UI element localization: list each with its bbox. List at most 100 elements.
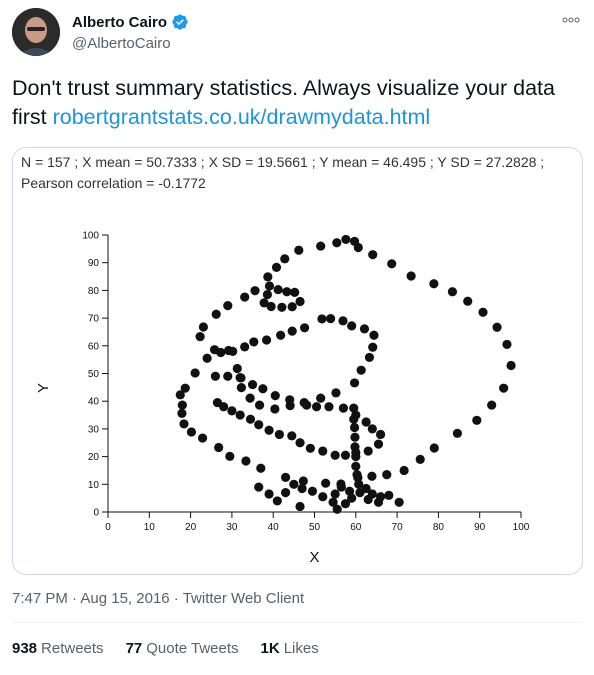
meta-separator-1: · [67, 590, 81, 607]
x-tick-label: 70 [392, 522, 404, 533]
data-point [349, 378, 360, 388]
data-point [256, 463, 266, 473]
data-point [179, 419, 189, 429]
tweet-link[interactable]: robertgrantstats.co.uk/drawmydata.html [52, 105, 431, 129]
data-point [228, 346, 238, 356]
likes-count[interactable]: 1K Likes [261, 640, 319, 657]
data-point [214, 442, 224, 453]
scatter-plot: 0 10 20 30 40 50 60 70 80 90 100 0 10 20 30 40 50 60 70 80 9… [35, 231, 530, 567]
engagement-counts: 938 Retweets 77 Quote Tweets 1K Likes [12, 640, 319, 657]
tweet-client: Twitter Web Client [182, 590, 305, 607]
data-point [198, 322, 209, 332]
data-point [211, 309, 221, 319]
data-point [349, 236, 360, 246]
plot-axes: 0 10 20 30 40 50 60 70 80 90 100 0 10 20 30 40 50 60 70 80 9… [82, 231, 529, 534]
y-tick-label: 100 [82, 231, 99, 242]
quote-tweets-count[interactable]: 77 Quote Tweets [126, 640, 239, 657]
x-tick-label: 40 [268, 522, 280, 533]
tweet-text: Don't trust summary statistics. Always v… [12, 74, 582, 132]
data-point [429, 443, 439, 453]
data-point [394, 497, 404, 507]
data-point [186, 427, 197, 437]
x-tick-label: 50 [309, 522, 321, 533]
data-point [299, 323, 310, 333]
data-point [180, 383, 190, 393]
data-point [429, 279, 439, 289]
data-point [270, 391, 280, 401]
y-tick-label: 50 [88, 369, 100, 380]
data-point [212, 397, 223, 408]
data-point [328, 497, 338, 507]
data-point [289, 479, 299, 489]
data-point [340, 450, 351, 460]
data-point [375, 492, 386, 502]
data-point [177, 400, 187, 410]
data-point [384, 490, 394, 500]
data-point [352, 470, 362, 480]
x-tick-label: 30 [226, 522, 238, 533]
author-name-row[interactable]: Alberto Cairo [72, 13, 189, 31]
verified-badge-icon [172, 14, 188, 30]
avatar[interactable] [12, 8, 60, 56]
data-point [271, 262, 282, 273]
author-name[interactable]: Alberto Cairo [72, 13, 168, 31]
data-point [294, 245, 304, 255]
data-point [311, 402, 322, 412]
meta-separator-2: · [169, 590, 183, 607]
data-point [332, 504, 342, 514]
data-point [195, 332, 205, 342]
data-point [295, 296, 305, 307]
x-tick-label: 100 [513, 522, 530, 533]
data-point [330, 489, 340, 499]
data-point [295, 501, 305, 512]
data-point [247, 379, 258, 390]
y-tick-label: 80 [88, 286, 100, 297]
retweets-number: 938 [12, 640, 38, 657]
more-icon[interactable] [562, 12, 580, 26]
data-point [272, 496, 282, 506]
author-handle[interactable]: @AlbertoCairo [72, 35, 171, 52]
data-point [254, 420, 264, 430]
plot-points [175, 234, 516, 514]
data-point [361, 417, 371, 427]
summary-statistics: N = 157 ; X mean = 50.7333 ; X SD = 19.5… [21, 152, 581, 194]
timestamp-date[interactable]: Aug 15, 2016 [80, 590, 170, 607]
data-point [232, 363, 242, 374]
data-point [287, 302, 297, 312]
data-point [349, 422, 360, 433]
data-point [287, 326, 297, 336]
data-point [347, 493, 357, 503]
data-point [216, 347, 226, 358]
data-point [463, 296, 473, 306]
data-point [361, 483, 371, 494]
data-point [338, 316, 348, 326]
x-tick-label: 90 [474, 522, 486, 533]
data-point [264, 281, 275, 291]
data-point [280, 488, 291, 498]
media-card[interactable]: N = 157 ; X mean = 50.7333 ; X SD = 19.5… [12, 147, 583, 575]
y-tick-label: 10 [88, 480, 100, 491]
data-point [332, 238, 342, 248]
timestamp-time[interactable]: 7:47 PM [12, 590, 68, 607]
y-tick-label: 90 [88, 258, 100, 269]
data-point [330, 450, 340, 460]
data-point [235, 410, 245, 420]
data-point [317, 314, 327, 324]
data-point [274, 429, 284, 440]
data-point [285, 395, 295, 405]
data-point [499, 383, 509, 393]
data-point [349, 414, 359, 424]
data-point [307, 486, 318, 496]
data-point [197, 433, 208, 443]
data-point [447, 287, 458, 297]
y-tick-label: 30 [88, 424, 100, 435]
data-point [305, 443, 315, 453]
data-point [340, 499, 351, 509]
x-tick-label: 10 [144, 522, 156, 533]
data-point [502, 339, 512, 350]
retweets-count[interactable]: 938 Retweets [12, 640, 104, 657]
y-axis-label: Y [35, 383, 52, 393]
tweet-meta: 7:47 PM · Aug 15, 2016 · Twitter Web Cli… [12, 590, 304, 607]
data-point [375, 429, 386, 440]
